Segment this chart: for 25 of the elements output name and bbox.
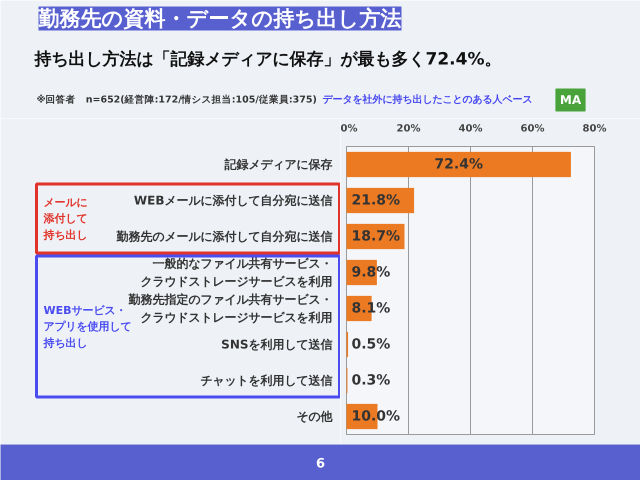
data-label: 21.8% [352,192,400,208]
text: ※回答者 n=652(経営陣:172/情シス担当:105/従業員:375) [36,94,317,106]
chart-title: 勤務先の資料・データの持ち出し方法 [38,6,402,30]
text: 6 [316,456,326,472]
chart-subtitle: 持ち出し方法は「記録メディアに保存」が最も多く72.4%。 [34,50,502,70]
text: データを社外に持ち出したことのある人ベース [322,94,532,106]
y-tick-label: WEBメールに添付して自分宛に送信 [134,194,333,208]
data-label: 0.5% [352,336,390,352]
data-label: 72.4% [434,156,484,172]
y-tick-label: その他 [296,410,334,424]
data-label: 18.7% [352,228,400,244]
y-tick-label: SNSを利用して送信 [221,338,332,352]
data-label: 0.3% [352,372,390,388]
x-tick-label: 40% [458,124,482,134]
text: メールに添付して持ち出し [42,196,88,242]
x-tick-label: 60% [520,124,544,134]
y-tick-label: 記録メディアに保存 [224,158,332,172]
y-tick-label: 勤務先のメールに添付して自分宛に送信 [116,230,332,244]
text: MA [560,93,582,108]
y-tick-label: チャットを利用して送信 [200,374,332,388]
text: WEBサービス・アプリを使用して持ち出し [42,304,132,350]
x-tick-label: 80% [582,124,606,134]
x-tick-label: 20% [396,124,420,134]
y-tick-label: 一般的なファイル共有サービス・クラウドストレージサービスを利用 [140,256,332,289]
x-tick-label: 0% [340,124,358,134]
